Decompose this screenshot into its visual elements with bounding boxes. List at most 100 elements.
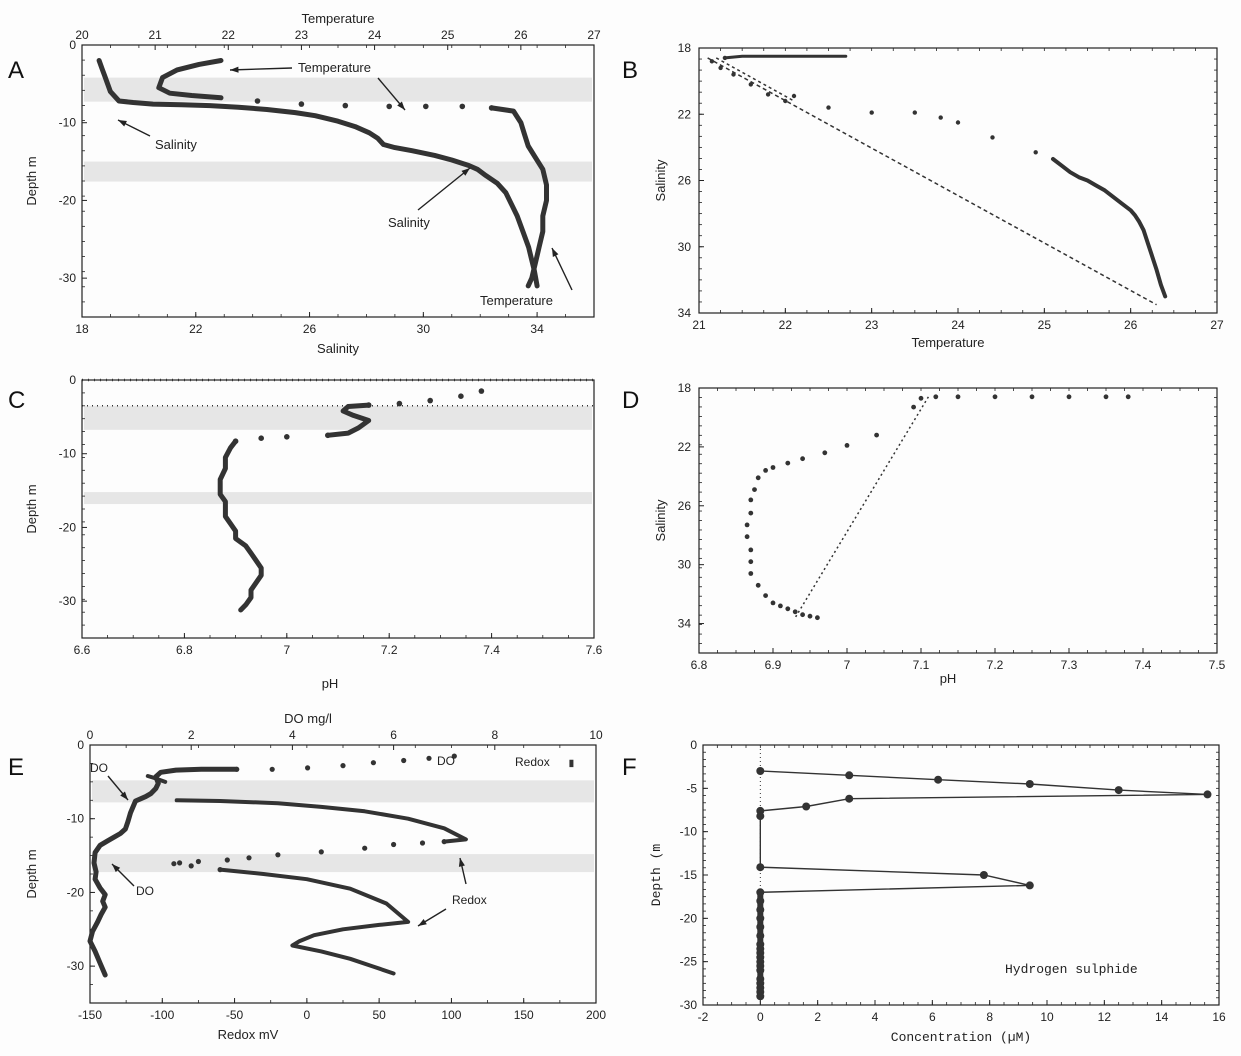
x-axis-title: Temperature — [912, 335, 985, 350]
x-tick-label: 7.3 — [1061, 658, 1078, 672]
y-tick-label: 30 — [678, 240, 692, 254]
h2s-point — [1114, 786, 1123, 795]
y-axis-title: Depth (m — [649, 844, 664, 907]
x-tick-label: 14 — [1155, 1010, 1169, 1024]
plot-frame — [698, 47, 1218, 314]
redox-point — [419, 840, 426, 846]
x-tick-label: 6.6 — [74, 643, 91, 657]
x-tick-label: 6 — [390, 728, 397, 742]
scatter-point — [785, 460, 791, 466]
h2s-point — [756, 923, 765, 931]
scatter-point — [918, 395, 924, 401]
annotation-arrow-head — [112, 864, 121, 873]
x-tick-label: 27 — [587, 28, 601, 42]
annotation-label: Temperature — [298, 60, 371, 75]
scatter-point — [744, 522, 750, 528]
scatter-point — [763, 593, 768, 598]
y-tick-label: 34 — [678, 617, 692, 631]
h2s-point — [756, 888, 765, 897]
scatter-point — [1066, 394, 1072, 400]
plot-frame — [698, 387, 1218, 654]
x-tick-label: 24 — [951, 318, 965, 332]
y-tick-label: -30 — [680, 998, 698, 1012]
annotation-label: DO — [90, 761, 108, 775]
annotation-arrow-head — [120, 791, 128, 800]
h2s-point — [1025, 881, 1034, 890]
do-point — [269, 766, 275, 772]
scatter-point — [955, 394, 961, 400]
depth-band-0 — [92, 780, 594, 803]
x-axis-title: pH — [940, 671, 957, 686]
h2s-point — [756, 992, 765, 1001]
annotation-label: Hydrogen sulphide — [1005, 962, 1138, 977]
x-tick-label: 16 — [1212, 1010, 1226, 1024]
y-tick-label: 22 — [678, 107, 692, 121]
y-tick-label: 34 — [678, 306, 692, 320]
y-tick-label: 0 — [77, 738, 84, 752]
scatter-point — [748, 559, 754, 565]
h2s-point — [1025, 780, 1034, 788]
y-tick-label: 0 — [69, 38, 76, 52]
x-tick-label: 26 — [1124, 318, 1138, 332]
panel-c: 6.6 6.8 7 7.2 7.4 7.6 0 -10 -20 -30 pH Depth m — [24, 373, 603, 691]
x-tick-label: -50 — [226, 1008, 244, 1022]
series-ph — [217, 438, 264, 613]
x-tick-label: 200 — [586, 1008, 606, 1022]
scatter-point — [912, 110, 917, 115]
scatter-point — [990, 135, 995, 140]
scatter-point — [785, 606, 791, 612]
temperature-point — [459, 103, 466, 110]
x-tick-label: 150 — [514, 1008, 534, 1022]
y-tick-label: 0 — [69, 373, 76, 387]
scatter-point — [992, 394, 998, 400]
scatter-point — [938, 115, 943, 120]
series-ph — [325, 402, 372, 438]
x-tick-label: 20 — [75, 28, 89, 42]
temperature-point — [298, 101, 305, 107]
y-tick-label: -30 — [59, 594, 77, 608]
scatter-point — [869, 110, 874, 115]
dotted-mixing-line — [794, 396, 930, 619]
redox-point — [441, 839, 447, 845]
x-axis-title: Salinity — [317, 341, 359, 356]
y-tick-label: 22 — [678, 440, 692, 454]
scatter-point — [933, 394, 939, 400]
depth-band-0 — [84, 405, 592, 430]
h2s-point — [756, 863, 765, 872]
x-tick-label: 7 — [844, 658, 851, 672]
panel-letter-b: B — [622, 57, 638, 84]
annotation-arrow-head — [118, 120, 127, 127]
series-do — [87, 766, 240, 978]
h2s-point — [802, 802, 811, 811]
scatter-point — [822, 450, 828, 456]
y-tick-label: -20 — [59, 193, 77, 207]
redox-point — [188, 863, 194, 869]
scatter-point — [748, 510, 754, 516]
annotation-label: Temperature — [480, 293, 553, 308]
do-point — [305, 765, 311, 771]
series-h2s — [759, 770, 1208, 893]
annotation-arrow — [229, 67, 293, 71]
h2s-point — [756, 897, 765, 905]
x-tick-label: 6.8 — [176, 643, 193, 657]
series-points-dense — [1051, 157, 1168, 299]
x-tick-label: 2 — [188, 728, 195, 742]
do-point — [401, 757, 407, 764]
x-tick-label: 7.5 — [1209, 658, 1226, 672]
x-tick-label: 7.4 — [1135, 658, 1152, 672]
y-tick-label: -10 — [59, 116, 77, 130]
y-tick-label: -10 — [59, 447, 77, 461]
x-tick-label: -150 — [78, 1008, 102, 1022]
y-tick-label: -20 — [59, 520, 77, 534]
scatter-point — [955, 120, 961, 125]
h2s-point — [979, 871, 988, 879]
x-tick-label: 7.2 — [987, 658, 1004, 672]
temperature-point — [386, 103, 393, 110]
x-tick-label: 22 — [779, 318, 793, 332]
ph-point — [396, 400, 403, 407]
series-redox — [218, 867, 411, 976]
ph-point — [458, 393, 464, 400]
panel-b: 21 22 23 24 25 26 27 18 22 26 30 34 Temperature Salin… — [653, 41, 1224, 350]
